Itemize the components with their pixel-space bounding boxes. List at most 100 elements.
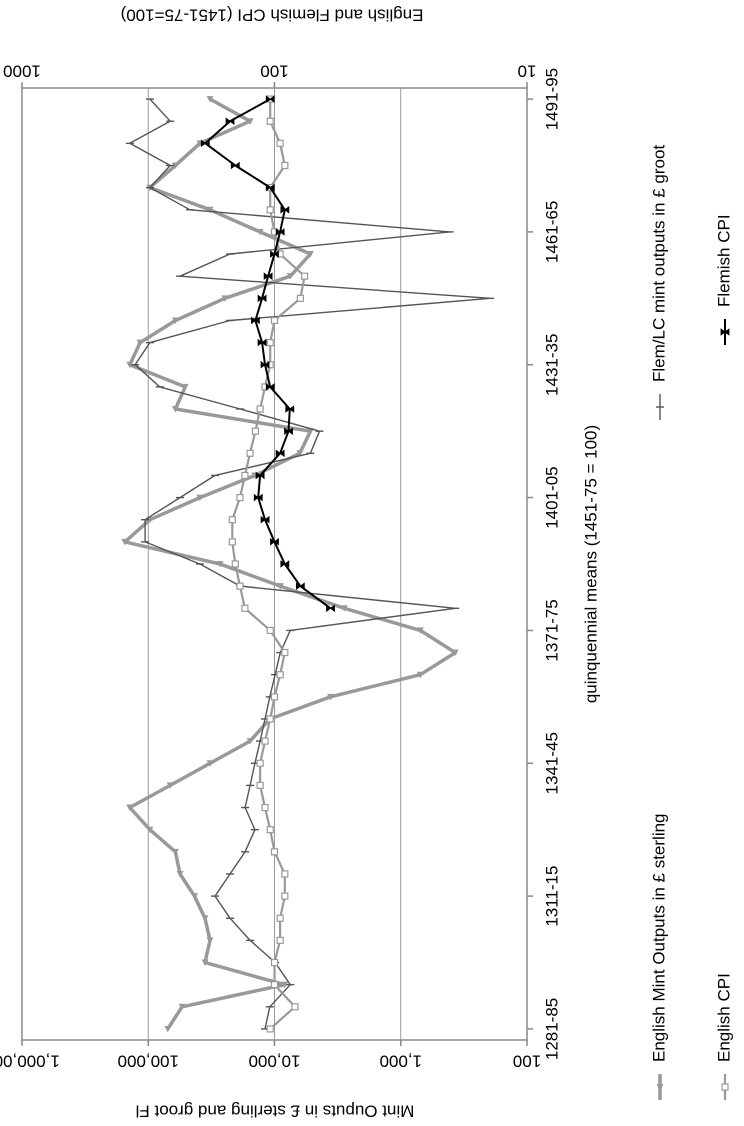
marker <box>263 272 273 280</box>
marker <box>296 294 304 302</box>
marker <box>284 427 293 435</box>
chart-title: English and Flemish CPI (1451-75=100) <box>121 6 424 25</box>
x-tick-label: 1491-95 <box>542 68 561 130</box>
marker <box>276 936 284 944</box>
marker <box>236 493 244 502</box>
marker <box>166 782 174 789</box>
marker <box>257 294 267 303</box>
marker <box>206 206 214 214</box>
marker <box>275 449 285 458</box>
marker <box>256 759 264 767</box>
marker <box>230 161 240 170</box>
y-tick-label: 100 <box>513 1052 541 1071</box>
marker <box>221 295 229 302</box>
legend-label: English CPI <box>714 973 733 1062</box>
marker <box>721 1083 729 1091</box>
marker <box>225 117 235 126</box>
marker <box>296 450 304 457</box>
marker <box>246 449 254 457</box>
legend-label: Flem/LC mint outputs in £ groot <box>649 145 668 382</box>
marker <box>251 427 260 435</box>
marker <box>280 205 290 214</box>
x-tick-label: 1401-05 <box>542 466 561 528</box>
marker <box>257 338 267 347</box>
marker <box>200 139 210 148</box>
y-tick-label: 1,000 <box>379 1052 422 1071</box>
marker <box>265 95 275 103</box>
marker <box>270 848 279 856</box>
marker <box>281 981 289 989</box>
marker <box>261 803 269 812</box>
marker <box>340 605 348 612</box>
marker <box>121 538 129 546</box>
marker <box>266 826 274 834</box>
marker <box>251 316 260 325</box>
marker <box>146 826 154 834</box>
marker <box>265 383 275 391</box>
legend-label: Flemish CPI <box>714 214 733 307</box>
marker <box>164 1025 172 1033</box>
legend-label: English Mint Outputs in £ sterling <box>649 813 668 1062</box>
marker <box>216 561 224 568</box>
marker <box>228 516 236 524</box>
marker <box>126 804 134 812</box>
marker <box>260 360 270 369</box>
marker <box>270 958 279 967</box>
marker <box>228 538 236 546</box>
x-tick-label: 1311-15 <box>542 866 561 927</box>
marker <box>206 760 214 767</box>
marker <box>181 383 189 391</box>
marker <box>255 471 265 480</box>
marker <box>171 162 179 169</box>
marker <box>236 582 244 590</box>
marker <box>265 183 275 192</box>
marker <box>241 604 249 612</box>
marker <box>256 781 264 789</box>
marker <box>136 339 144 347</box>
marker <box>126 361 134 369</box>
marker <box>171 406 179 413</box>
marker <box>266 339 274 347</box>
marker <box>231 560 239 568</box>
x-axis-title: quinquennial means (1451-75 = 100) <box>581 425 600 703</box>
marker <box>246 738 254 745</box>
marker <box>270 250 279 258</box>
y2-tick-label: 10 <box>518 62 537 81</box>
marker <box>276 583 284 590</box>
marker <box>276 139 284 147</box>
marker <box>201 915 209 922</box>
marker <box>176 870 184 878</box>
marker <box>276 671 284 679</box>
marker <box>246 118 254 125</box>
marker <box>281 161 289 170</box>
marker <box>281 648 289 657</box>
marker <box>266 1025 274 1033</box>
marker <box>326 604 335 613</box>
marker <box>300 272 309 280</box>
marker <box>266 715 274 723</box>
marker <box>206 96 214 103</box>
marker <box>276 914 284 922</box>
x-tick-label: 1371-75 <box>542 599 561 661</box>
marker <box>281 892 289 900</box>
marker <box>261 737 269 745</box>
marker <box>201 959 209 967</box>
x-tick-label: 1431-35 <box>542 334 561 396</box>
marker <box>253 493 263 502</box>
marker <box>266 117 274 125</box>
marker <box>286 273 294 280</box>
marker <box>270 316 279 325</box>
marker <box>291 1003 299 1011</box>
marker <box>260 515 270 524</box>
marker <box>266 626 274 635</box>
marker <box>656 1084 664 1091</box>
marker <box>171 848 179 856</box>
marker <box>275 228 285 236</box>
marker <box>720 328 730 336</box>
marker <box>281 870 289 878</box>
marker <box>451 649 459 657</box>
x-tick-label: 1341-45 <box>542 732 561 794</box>
marker <box>241 471 249 480</box>
marker <box>270 693 279 701</box>
